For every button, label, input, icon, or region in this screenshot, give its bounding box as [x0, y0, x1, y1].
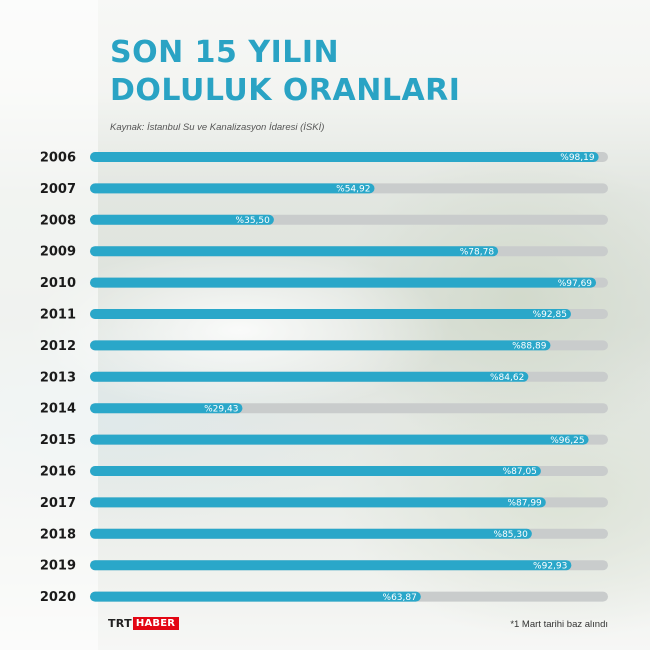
- bar-value-label: %29,43: [204, 404, 238, 414]
- year-label: 2007: [40, 182, 76, 197]
- footnote: *1 Mart tarihi baz alındı: [510, 619, 608, 630]
- year-label: 2017: [40, 496, 76, 511]
- bar: [90, 214, 274, 225]
- chart-title-line-2: DOLULUK ORANLARI: [110, 73, 461, 108]
- year-label: 2016: [40, 465, 76, 480]
- year-label: 2010: [40, 276, 76, 291]
- year-label: 2020: [40, 590, 76, 605]
- year-label: 2013: [40, 370, 76, 385]
- logo-haber-text: HABER: [132, 617, 180, 630]
- bar-value-label: %92,93: [533, 561, 567, 571]
- bar: [90, 183, 375, 194]
- bar: [90, 591, 421, 602]
- bar-value-label: %85,30: [494, 530, 529, 540]
- bar-value-label: %63,87: [383, 593, 417, 603]
- bar-value-label: %92,85: [533, 310, 567, 320]
- bar: [90, 340, 551, 351]
- bar-value-label: %78,78: [460, 247, 495, 257]
- chart-title-line-1: SON 15 YILIN: [110, 35, 340, 70]
- bar-value-label: %96,25: [550, 436, 584, 446]
- bar: [90, 309, 571, 319]
- bar: [90, 152, 599, 162]
- year-label: 2006: [40, 151, 76, 166]
- year-column-panel: [0, 0, 98, 650]
- year-label: 2008: [40, 213, 76, 228]
- source-note: Kaynak: İstanbul Su ve Kanalizasyon İdar…: [110, 122, 325, 133]
- bar: [90, 403, 243, 414]
- bar: [90, 528, 532, 539]
- bar-value-label: %97,69: [558, 279, 593, 289]
- bar: [90, 246, 499, 257]
- bar: [90, 466, 541, 476]
- logo-trt-text: TRT: [108, 617, 132, 630]
- year-label: 2014: [40, 402, 76, 417]
- bar: [90, 434, 589, 445]
- bar: [90, 497, 546, 508]
- bar: [90, 560, 572, 571]
- bar-value-label: %87,05: [503, 467, 537, 477]
- year-label: 2011: [40, 308, 76, 323]
- trt-haber-logo: TRT HABER: [108, 617, 180, 630]
- year-label: 2009: [40, 245, 76, 260]
- year-label: 2019: [40, 559, 76, 574]
- year-label: 2015: [40, 433, 76, 448]
- year-label: 2018: [40, 527, 76, 542]
- bar-value-label: %88,89: [512, 342, 547, 352]
- bar: [90, 277, 597, 288]
- bar-value-label: %54,92: [336, 185, 370, 195]
- bar-value-label: %35,50: [236, 216, 271, 226]
- chart-title: SON 15 YILIN DOLULUK ORANLARI: [110, 34, 630, 110]
- bar-value-label: %84,62: [490, 373, 524, 383]
- bar-value-label: %98,19: [560, 153, 595, 163]
- year-label: 2012: [40, 339, 76, 354]
- bar: [90, 371, 529, 382]
- bar-value-label: %87,99: [507, 499, 542, 509]
